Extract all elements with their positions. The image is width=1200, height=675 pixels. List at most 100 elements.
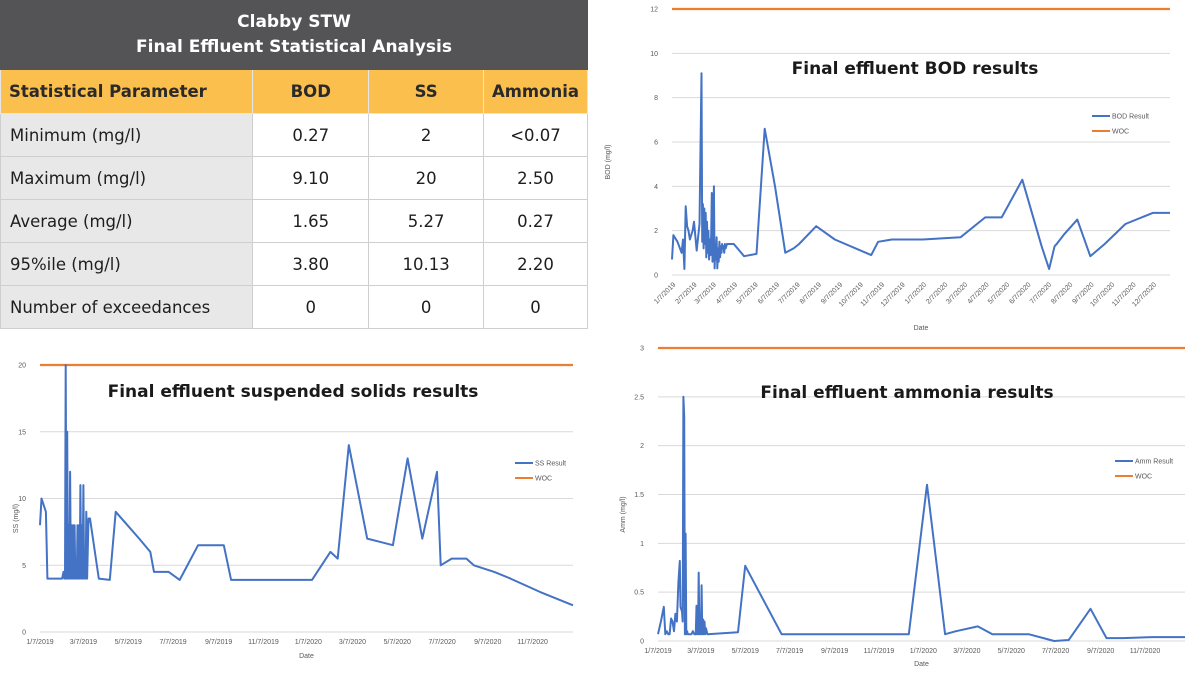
x-tick-label: 7/7/2020: [1042, 648, 1069, 655]
y-tick-label: 1.5: [634, 492, 644, 499]
row-param: Number of exceedances: [0, 285, 254, 329]
y-tick-label: 2: [654, 228, 658, 235]
x-tick-label: 3/7/2020: [953, 648, 980, 655]
y-tick-label: 20: [18, 363, 26, 370]
y-axis-title: SS (mg/l): [13, 504, 20, 533]
x-tick-label: 3/7/2019: [687, 648, 714, 655]
cell-ss: 2: [368, 113, 484, 157]
y-tick-label: 6: [654, 140, 658, 147]
x-axis-title: Date: [299, 653, 314, 660]
bod-chart-svg: 0246810121/7/20192/7/20193/7/20194/7/201…: [605, 7, 1170, 332]
x-tick-label: 11/7/2020: [1130, 648, 1161, 655]
y-tick-label: 4: [654, 184, 658, 191]
chart-title: Final effluent suspended solids results: [108, 382, 479, 402]
row-param: Average (mg/l): [0, 199, 254, 243]
table-row: Minimum (mg/l) 0.27 2 <0.07: [0, 113, 589, 157]
table-header-row: Statistical Parameter BOD SS Ammonia: [0, 69, 589, 114]
table-row: 95%ile (mg/l) 3.80 10.13 2.20: [0, 242, 589, 286]
x-tick-label: 1/7/2020: [295, 639, 322, 646]
header-bod: BOD: [252, 69, 370, 114]
legend-label: WOC: [1112, 129, 1129, 136]
header-ammonia: Ammonia: [482, 69, 589, 114]
cell-ss: 5.27: [368, 199, 484, 243]
cell-bod: 3.80: [252, 242, 370, 286]
y-tick-label: 10: [650, 51, 658, 58]
x-tick-label: 3/7/2020: [339, 639, 366, 646]
x-tick-label: 5/7/2020: [998, 648, 1025, 655]
table-row: Maximum (mg/l) 9.10 20 2.50: [0, 156, 589, 200]
x-tick-label: 3/7/2020: [945, 281, 969, 305]
x-tick-label: 8/7/2020: [1050, 281, 1074, 305]
x-tick-label: 9/7/2020: [474, 639, 501, 646]
ss-chart-svg: 0 5 10 15 20 1/7/2019 3/7/2019 5/7/2019 7/7/2019…: [13, 363, 574, 660]
x-tick-label: 1/7/2019: [644, 648, 671, 655]
header-parameter: Statistical Parameter: [0, 69, 254, 114]
x-tick-label: 7/7/2019: [778, 281, 802, 305]
y-tick-label: 2: [640, 443, 644, 450]
bod-chart: 0 2 4 6 8 10 12 1/7/2019 2/7/2019 3/7/2019 4/7/201…: [600, 0, 1200, 340]
cell-bod: 0.27: [252, 113, 370, 157]
ammonia-chart-svg: 0 0.5 1 1.5 2 2.5 3 1/7/2019 3/7/2019 5/7/2019 7/7…: [620, 346, 1185, 668]
x-tick-label: 9/7/2019: [205, 639, 232, 646]
y-tick-label: 5: [22, 563, 26, 570]
y-tick-label: 8: [654, 95, 658, 102]
x-tick-label: 1/7/2019: [653, 281, 677, 305]
x-tick-label: 8/7/2019: [799, 281, 823, 305]
x-tick-label: 5/7/2019: [736, 281, 760, 305]
chart-title: Final effluent ammonia results: [760, 383, 1053, 403]
table-row: Number of exceedances 0 0 0: [0, 285, 589, 329]
cell-ammonia: <0.07: [482, 113, 589, 157]
table-title-line2: Final Effluent Statistical Analysis: [136, 37, 452, 57]
x-tick-label: 7/7/2019: [159, 639, 186, 646]
x-tick-label: 7/7/2020: [1029, 281, 1053, 305]
y-tick-label: 0: [654, 273, 658, 280]
cell-ss: 0: [368, 285, 484, 329]
x-tick-label: 5/7/2019: [115, 639, 142, 646]
cell-ammonia: 0.27: [482, 199, 589, 243]
x-tick-label: 11/7/2020: [517, 639, 548, 646]
legend-label: Amm Result: [1135, 459, 1173, 466]
x-tick-label: 5/7/2020: [987, 281, 1011, 305]
cell-bod: 1.65: [252, 199, 370, 243]
ss-chart: 0 5 10 15 20 1/7/2019 3/7/2019 5/7/2019 7/7/2019…: [0, 350, 590, 675]
row-param: 95%ile (mg/l): [0, 242, 254, 286]
chart-title: Final effluent BOD results: [792, 59, 1039, 79]
x-tick-label: 3/7/2019: [70, 639, 97, 646]
x-tick-label: 5/7/2019: [732, 648, 759, 655]
y-tick-label: 2.5: [634, 394, 644, 401]
x-tick-label: 9/7/2019: [821, 648, 848, 655]
cell-ammonia: 2.20: [482, 242, 589, 286]
x-tick-label: 1/7/2019: [26, 639, 53, 646]
cell-ammonia: 2.50: [482, 156, 589, 200]
ammonia-chart: 0 0.5 1 1.5 2 2.5 3 1/7/2019 3/7/2019 5/7/2019 7/7…: [600, 335, 1200, 675]
x-tick-label: 7/7/2020: [429, 639, 456, 646]
table-row: Average (mg/l) 1.65 5.27 0.27: [0, 199, 589, 243]
cell-ss: 20: [368, 156, 484, 200]
y-axis-title: BOD (mg/l): [605, 145, 612, 180]
y-tick-label: 12: [650, 7, 658, 14]
x-tick-label: 1/7/2020: [910, 648, 937, 655]
y-tick-label: 15: [18, 429, 26, 436]
y-tick-label: 0.5: [634, 590, 644, 597]
row-param: Maximum (mg/l): [0, 156, 254, 200]
x-tick-label: 11/7/2019: [248, 639, 279, 646]
cell-ss: 10.13: [368, 242, 484, 286]
legend-label: BOD Result: [1112, 114, 1149, 121]
table-title-line1: Clabby STW: [237, 12, 351, 32]
row-param: Minimum (mg/l): [0, 113, 254, 157]
y-tick-label: 0: [22, 630, 26, 637]
y-tick-label: 3: [640, 346, 644, 353]
y-tick-label: 1: [640, 541, 644, 548]
y-axis-title: Amm (mg/l): [620, 496, 627, 532]
table-title: Clabby STW Final Effluent Statistical An…: [0, 0, 588, 70]
x-tick-label: 3/7/2019: [694, 281, 718, 305]
header-ss: SS: [368, 69, 484, 114]
legend-label: SS Result: [535, 461, 566, 468]
x-tick-label: 11/7/2019: [864, 648, 895, 655]
x-tick-label: 7/7/2019: [776, 648, 803, 655]
x-axis-title: Date: [914, 661, 929, 668]
result-line: [39, 364, 574, 607]
statistics-table: Clabby STW Final Effluent Statistical An…: [0, 0, 589, 329]
x-tick-label: 9/7/2020: [1087, 648, 1114, 655]
result-line: [657, 395, 1185, 642]
